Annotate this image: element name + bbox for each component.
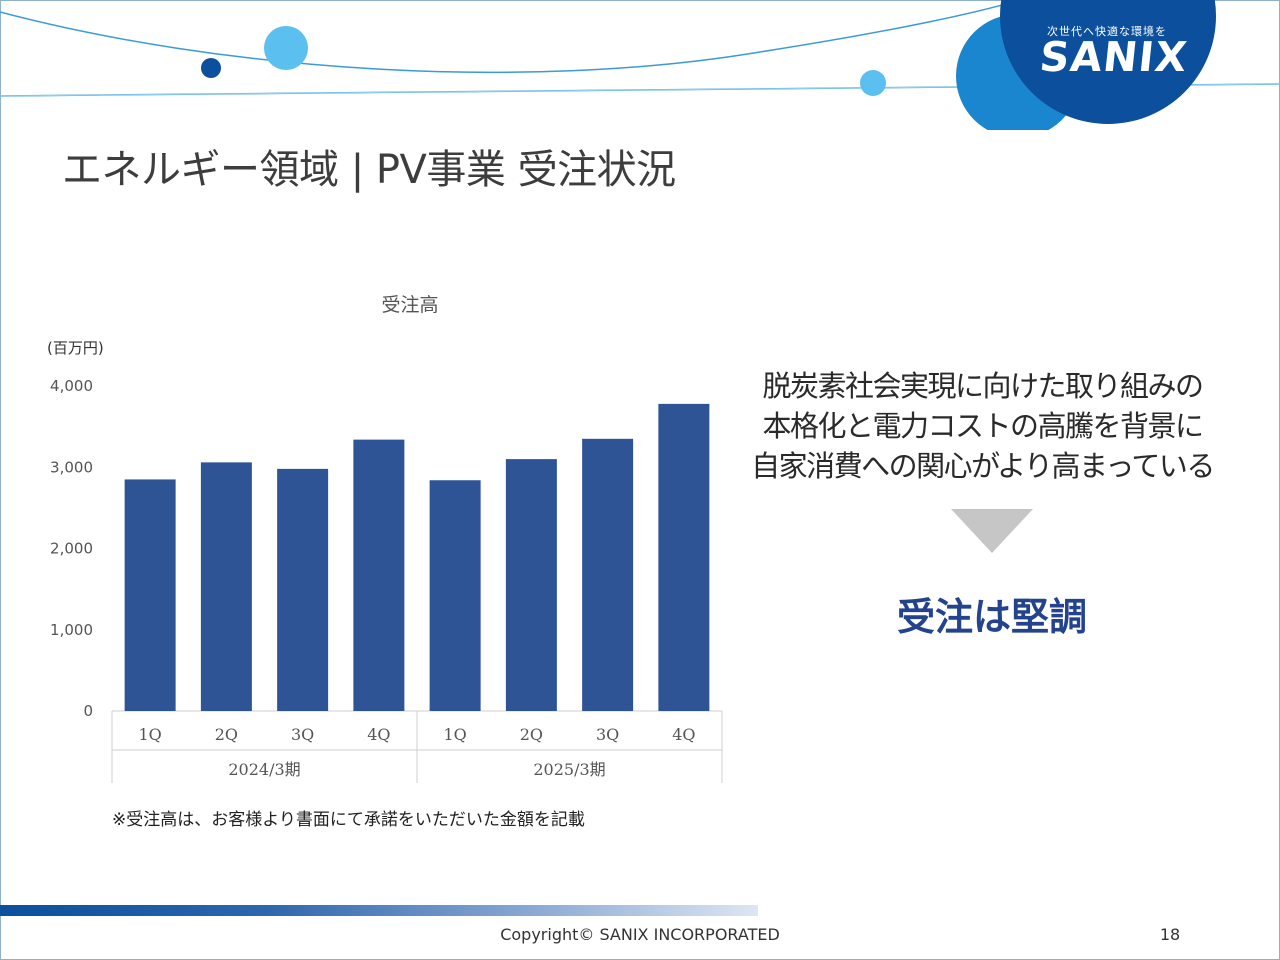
message-line: 脱炭素社会実現に向けた取り組みの <box>762 369 1204 403</box>
chart-title: 受注高 <box>381 294 439 316</box>
bar <box>277 468 329 711</box>
page-title: エネルギー領域 | PV事業 受注状況 <box>62 147 676 193</box>
message-line: 自家消費への関心がより高まっている <box>751 449 1215 483</box>
message-block: 脱炭素社会実現に向けた取り組みの 本格化と電力コストの高騰を背景に 自家消費への… <box>730 366 1235 486</box>
x-tick-label: 1Q <box>138 725 161 744</box>
deco-circle-small <box>860 70 886 96</box>
logo-tagline: 次世代へ快適な環境を <box>1047 25 1167 38</box>
x-tick-label: 3Q <box>291 725 314 744</box>
bar <box>658 403 710 711</box>
bar <box>505 459 557 711</box>
x-tick-label: 1Q <box>443 725 466 744</box>
bar <box>353 439 405 711</box>
deco-circle-large <box>264 26 308 70</box>
bar <box>429 480 481 711</box>
message-line: 本格化と電力コストの高騰を背景に <box>762 409 1204 443</box>
chart-unit-label: (百万円) <box>47 339 104 357</box>
conclusion-text: 受注は堅調 <box>896 595 1087 639</box>
y-tick-label: 4,000 <box>50 377 93 395</box>
down-arrow-icon <box>951 509 1033 553</box>
x-group-label: 2025/3期 <box>533 760 605 779</box>
y-tick-label: 0 <box>83 702 93 720</box>
y-tick-label: 1,000 <box>50 621 93 639</box>
bar <box>200 462 252 711</box>
page-number: 18 <box>1159 925 1181 944</box>
x-tick-label: 2Q <box>520 725 543 744</box>
bar <box>124 479 176 711</box>
logo-name: SANIX <box>1037 33 1190 81</box>
deco-circle-dark <box>201 58 221 78</box>
copyright: Copyright© SANIX INCORPORATED <box>500 925 780 944</box>
header-curve-line <box>0 0 1021 74</box>
bar-chart: 0 1,000 2,000 3,000 4,000 1Q 2Q 3Q 4Q 2024/3期 1Q 2Q… <box>50 377 723 783</box>
y-tick-label: 2,000 <box>50 540 93 558</box>
footnote: ※受注高は、お客様より書面にて承諾をいただいた金額を記載 <box>112 810 585 830</box>
x-tick-label: 4Q <box>367 725 390 744</box>
x-group-label: 2024/3期 <box>228 760 300 779</box>
x-tick-label: 3Q <box>596 725 619 744</box>
x-tick-label: 4Q <box>672 725 695 744</box>
footer-gradient-bar <box>0 905 758 916</box>
y-tick-label: 3,000 <box>50 458 93 476</box>
x-tick-label: 2Q <box>215 725 238 744</box>
bar <box>582 438 634 711</box>
